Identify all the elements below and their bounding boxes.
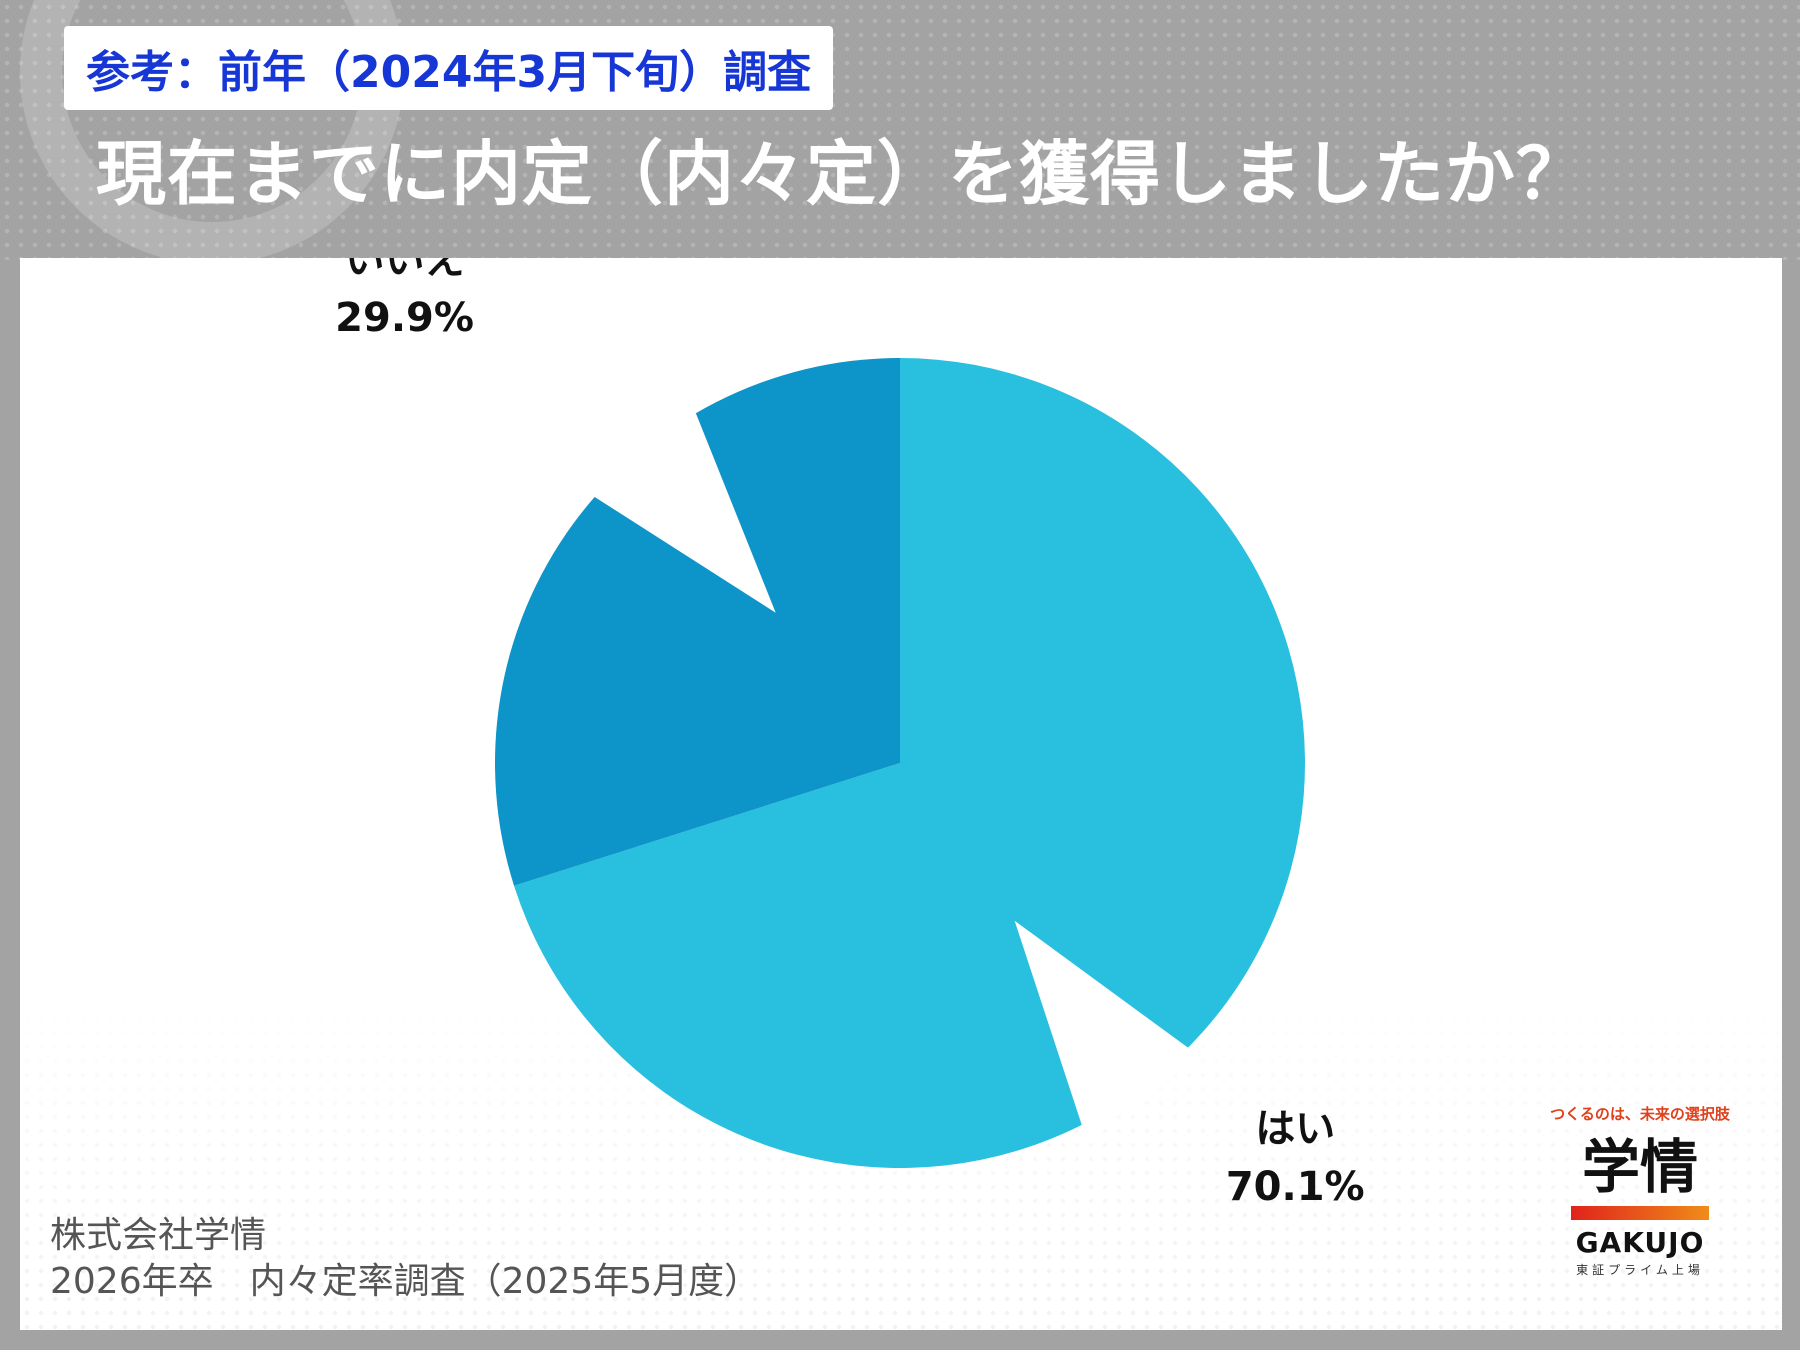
- logo-brand: GAKUJO: [1575, 1226, 1705, 1259]
- logo-mark: 学情: [1581, 1133, 1698, 1201]
- slice-label-no-value: 29.9%: [335, 294, 474, 341]
- reference-tag: 参考：前年（2024年3月下旬）調査: [64, 26, 834, 110]
- source-credit: 株式会社学情 2026年卒 内々定率調査（2025年5月度）: [50, 1213, 760, 1305]
- slice-notch-decoration: [582, 400, 776, 613]
- logo-bar: [1571, 1206, 1709, 1220]
- slice-label-yes-name: はい: [1255, 1105, 1336, 1152]
- source-survey: 2026年卒 内々定率調査（2025年5月度）: [50, 1261, 761, 1302]
- pie-slice-no: [494, 358, 900, 886]
- logo-tagline: つくるのは、未来の選択肢: [1550, 1105, 1730, 1123]
- pie-chart: [494, 358, 1305, 1168]
- slice-label-no: いいえ 29.9%: [335, 258, 474, 347]
- pie-slice-yes: [514, 358, 1305, 1168]
- slice-notch-decoration: [1014, 920, 1200, 1139]
- source-company: 株式会社学情: [50, 1215, 267, 1256]
- logo-subtitle: 東証プライム上場: [1576, 1263, 1704, 1277]
- gakujo-logo: つくるのは、未来の選択肢 学情 GAKUJO 東証プライム上場: [1540, 1103, 1740, 1278]
- survey-question-title: 現在までに内定（内々定）を獲得しましたか？: [96, 133, 1587, 215]
- chart-panel: はい 70.1% いいえ 29.9% 株式会社学情 2026年卒 内々定率調査（…: [20, 258, 1782, 1330]
- slice-label-yes: はい 70.1%: [1226, 1100, 1365, 1216]
- slice-label-no-name: いいえ: [344, 258, 465, 283]
- slice-label-yes-value: 70.1%: [1225, 1163, 1365, 1210]
